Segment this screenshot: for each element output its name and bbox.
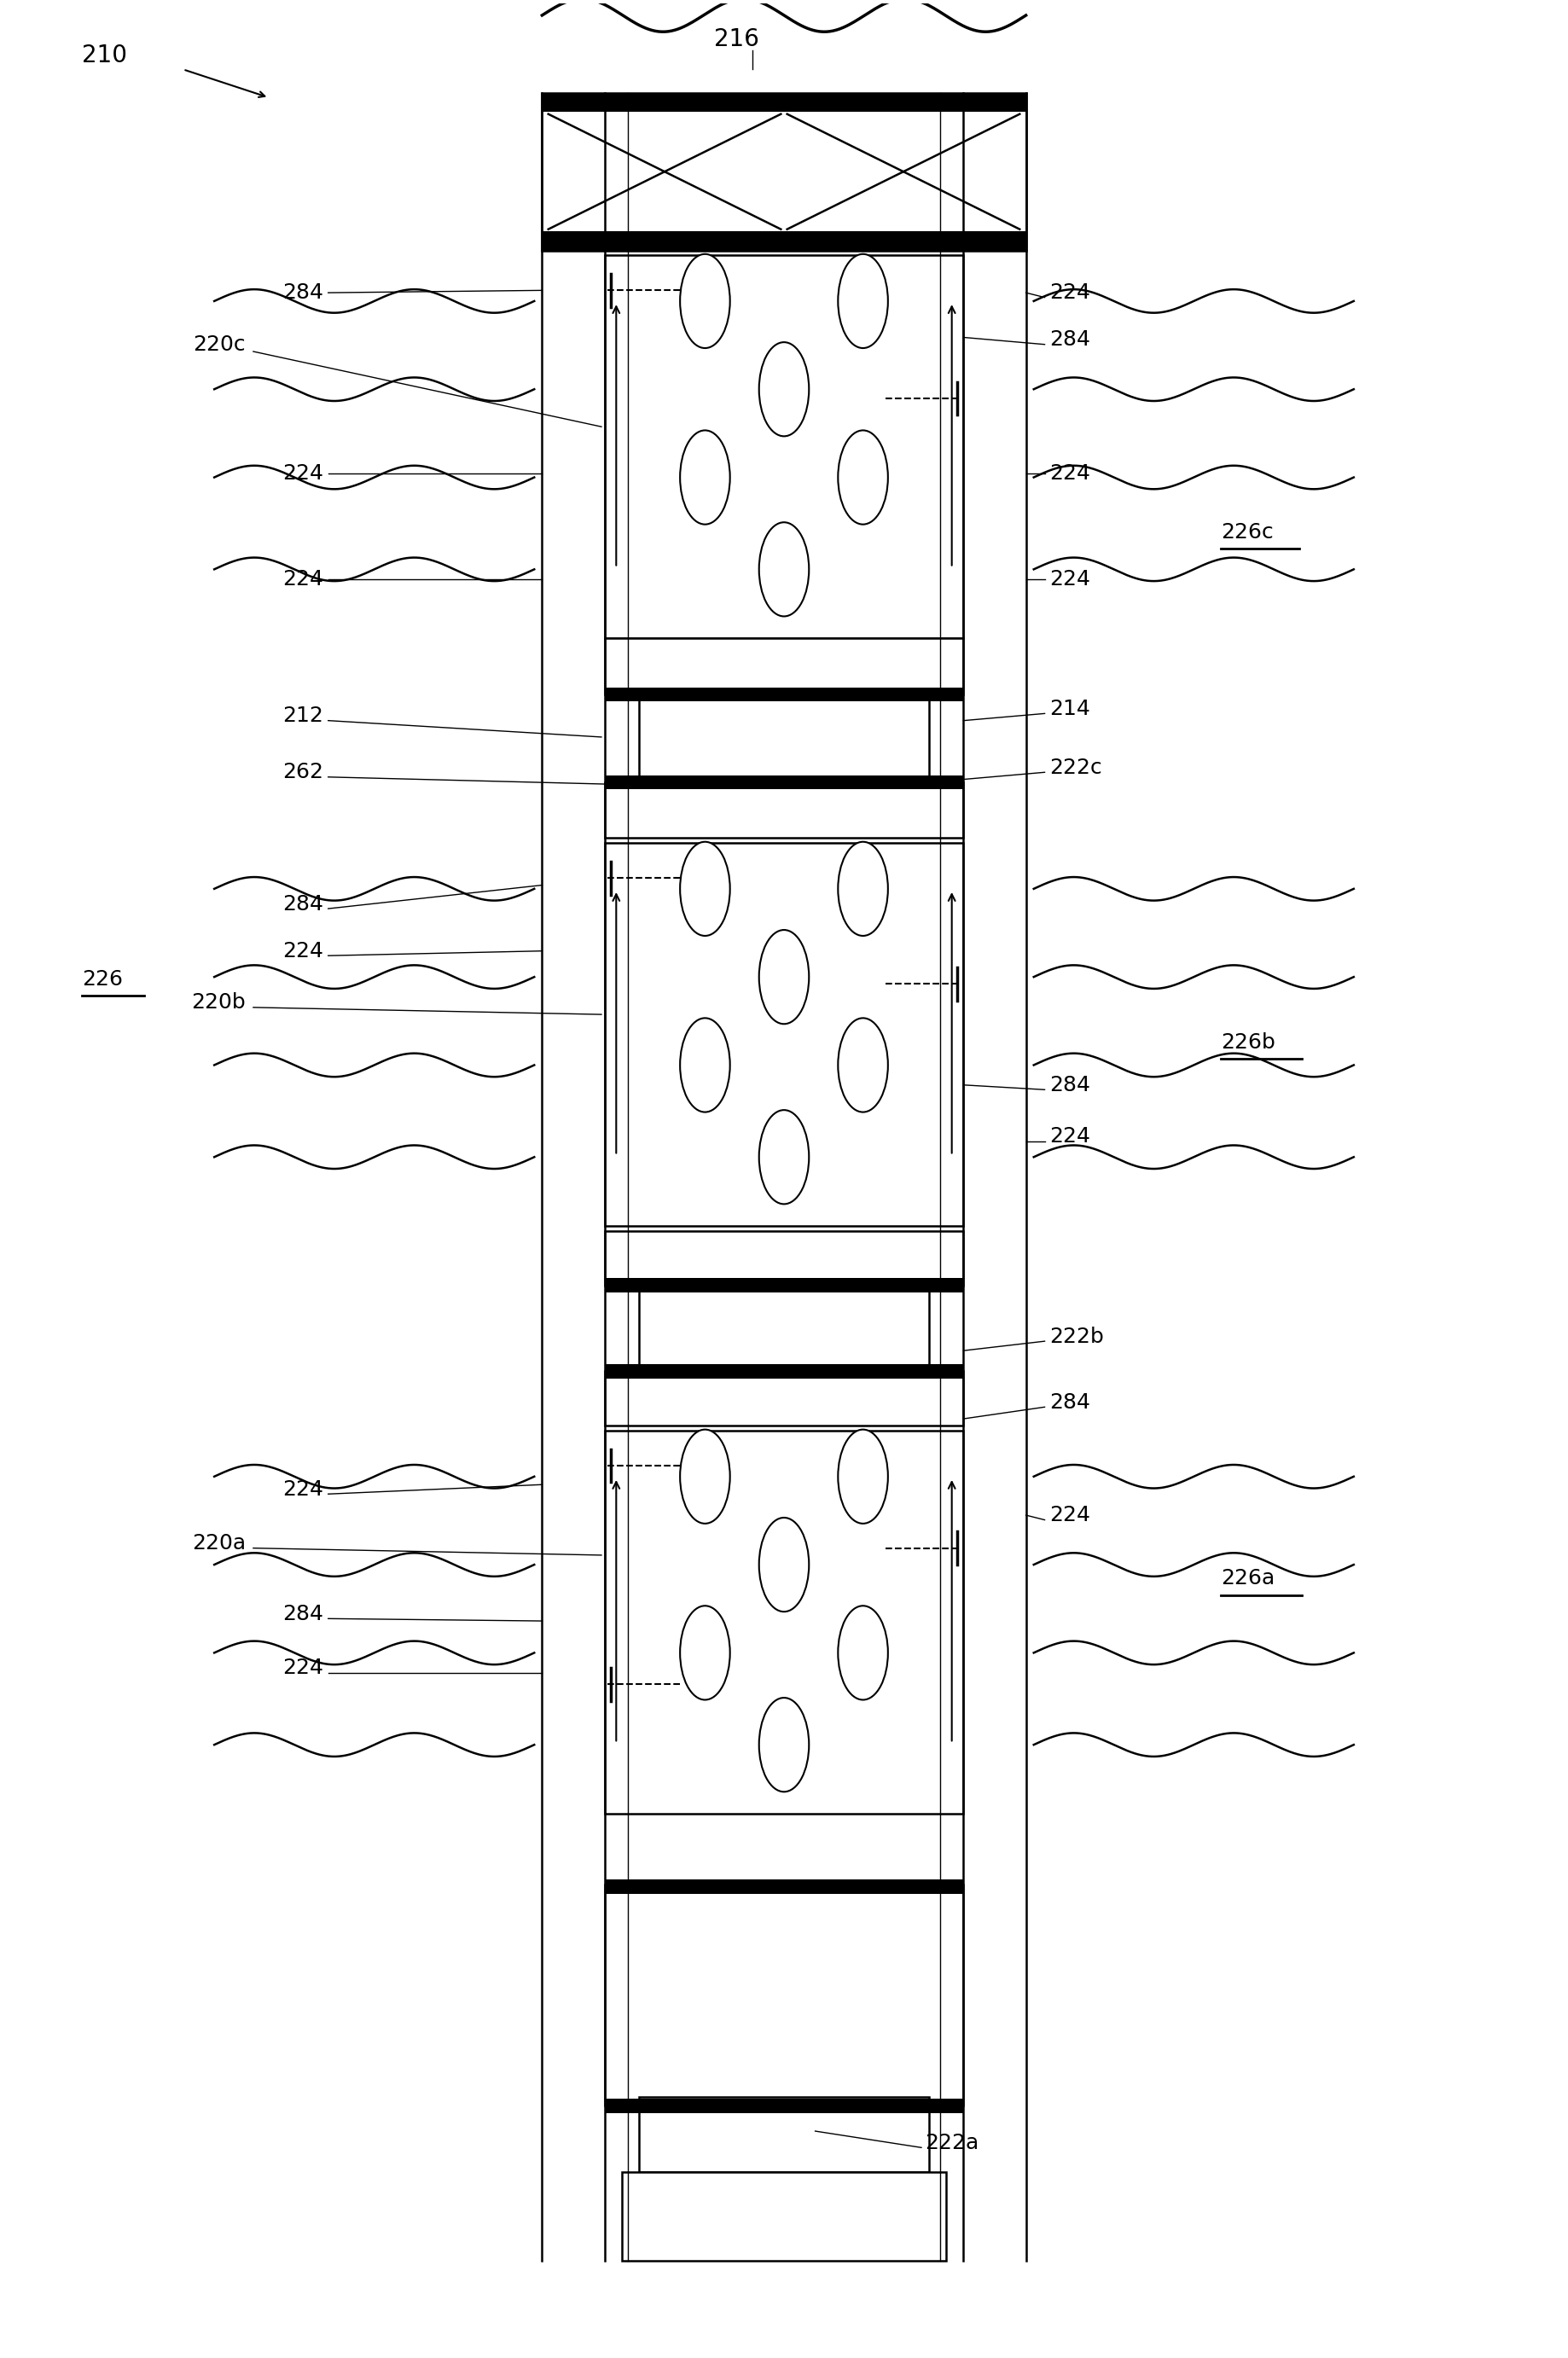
Bar [605,1884,963,2106]
Text: 216: 216 [713,26,759,52]
Bar [638,1285,930,1372]
Ellipse shape [759,1519,809,1611]
Bar [605,2099,963,2113]
Bar [621,2172,947,2261]
Bar [638,2096,930,2172]
Text: 284: 284 [282,1603,323,1625]
Bar [605,776,963,790]
Text: 224: 224 [282,1478,323,1500]
Text: 222a: 222a [925,2132,978,2153]
Ellipse shape [837,255,887,349]
Bar [605,1365,963,1379]
Ellipse shape [681,255,731,349]
Ellipse shape [759,523,809,615]
Text: 220a: 220a [191,1533,246,1554]
Bar [605,686,963,700]
Text: 224: 224 [282,941,323,962]
Text: 212: 212 [282,705,323,726]
Text: 222c: 222c [1049,757,1102,778]
Bar [605,1231,963,1285]
Text: 226b: 226b [1221,1033,1275,1054]
Ellipse shape [681,432,731,523]
Ellipse shape [759,1698,809,1792]
Bar [1041,1238,1385,1415]
Text: 284: 284 [1049,1075,1090,1094]
Text: 284: 284 [282,894,323,915]
Bar [543,92,1025,250]
Bar [1041,1825,1385,2250]
Bar [1041,1391,1385,1443]
Bar [543,231,1025,250]
Bar [605,1431,963,1813]
Text: 226: 226 [82,969,122,990]
Bar [605,783,963,837]
Text: 214: 214 [1049,698,1090,719]
Bar [1041,802,1385,854]
Ellipse shape [837,1429,887,1523]
Text: 224: 224 [282,1658,323,1679]
Ellipse shape [681,1606,731,1700]
Ellipse shape [837,842,887,936]
Bar [183,842,527,1226]
Text: 224: 224 [282,465,323,483]
Bar [183,1431,527,1813]
Bar [605,1879,963,1893]
Text: 224: 224 [1049,283,1090,302]
Ellipse shape [681,1019,731,1113]
Text: 284: 284 [282,283,323,302]
Text: 224: 224 [1049,1127,1090,1146]
Ellipse shape [681,1429,731,1523]
Bar [605,1372,963,1427]
Bar [605,255,963,639]
Bar [605,842,963,1226]
Bar [183,238,527,266]
Bar [183,14,543,104]
Text: 220c: 220c [193,335,246,354]
Bar [1041,255,1385,639]
Ellipse shape [759,929,809,1023]
Ellipse shape [837,432,887,523]
Bar [638,693,930,783]
Ellipse shape [759,1111,809,1205]
Bar [1041,842,1385,1226]
Bar [183,1391,527,1443]
Bar [1025,14,1385,104]
Bar [1041,238,1385,266]
Bar [183,651,527,825]
Bar [543,92,1025,111]
Bar [183,255,527,639]
Ellipse shape [681,842,731,936]
Text: 284: 284 [1049,330,1090,349]
Text: 224: 224 [1049,1504,1090,1526]
Bar [183,1238,527,1415]
Text: 284: 284 [1049,1391,1090,1412]
Bar [605,1278,963,1292]
Text: 226a: 226a [1221,1568,1275,1589]
Ellipse shape [759,342,809,436]
Bar [183,802,527,854]
Ellipse shape [837,1606,887,1700]
Ellipse shape [837,1019,887,1113]
Text: 262: 262 [282,762,323,783]
Bar [1041,651,1385,825]
Text: 220b: 220b [191,993,246,1014]
Text: 224: 224 [1049,568,1090,590]
Bar [1041,1431,1385,1813]
Text: 222b: 222b [1049,1325,1104,1346]
Text: 224: 224 [1049,465,1090,483]
Text: 226c: 226c [1221,521,1273,542]
Bar [605,639,963,693]
Text: 224: 224 [282,568,323,590]
Text: 210: 210 [82,42,127,68]
Bar [183,1825,527,2250]
